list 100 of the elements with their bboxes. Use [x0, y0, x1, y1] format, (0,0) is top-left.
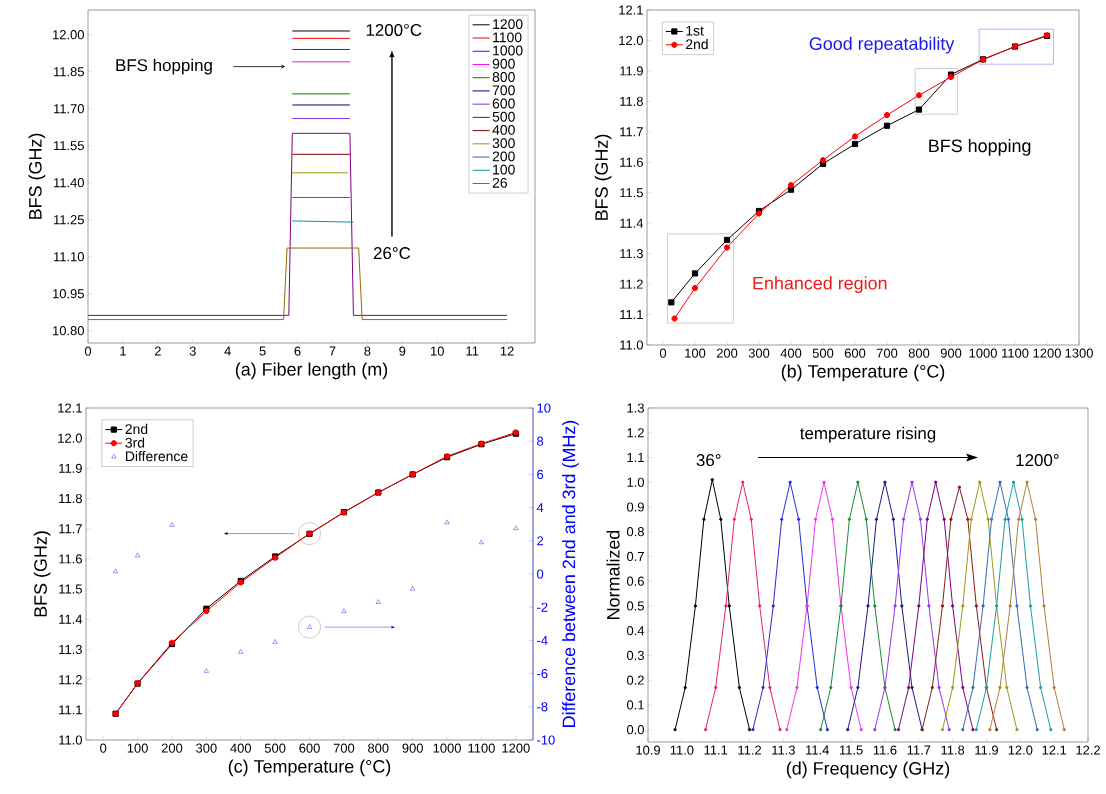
x-tick-label: 10: [431, 346, 444, 356]
x-tick-label: 300: [748, 348, 770, 358]
y-tick-label: 1.3: [627, 403, 644, 413]
y-axis-title: Normalized: [606, 530, 620, 619]
x-tick-label: 1100: [1002, 348, 1029, 358]
y-tick-label: 11.55: [54, 141, 84, 151]
x-tick-label: 300: [196, 743, 217, 753]
y-tick-label: 11.70: [54, 104, 84, 114]
annotation: BFS hopping: [929, 138, 1031, 156]
y-tick-label: 0.3: [626, 650, 644, 660]
x-tick-label: 12.2: [1076, 745, 1100, 755]
x-tick-label: 400: [230, 743, 252, 753]
x-tick-label: 900: [402, 743, 423, 753]
x-tick-label: 11: [466, 346, 479, 356]
x-tick-label: 11.1: [704, 745, 728, 755]
x-tick-label: 1200: [1033, 348, 1061, 358]
y-tick-label: 0.1: [626, 700, 644, 710]
x-tick-label: 9: [399, 346, 406, 356]
y-tick-label: 11.1: [620, 310, 643, 319]
y-tick-label: 11.4: [620, 218, 644, 228]
legend-label: 1100: [493, 32, 522, 43]
x-tick-label: 200: [716, 348, 738, 358]
x-tick-label: 11.4: [806, 745, 829, 755]
x-tick-label: 100: [127, 743, 148, 753]
annotation: 26°C: [373, 247, 411, 260]
y-tick-label: 11.8: [59, 493, 82, 504]
y-tick-label: 12.00: [53, 30, 84, 40]
y-tick-label: 0.0: [626, 725, 644, 735]
y2-tick-label: -2: [537, 602, 548, 612]
y-tick-label: 11.7: [620, 127, 643, 137]
x-axis-title: (a) Fiber length (m): [235, 362, 388, 380]
y-tick-label: 12.1: [58, 403, 82, 413]
legend-label: 1000: [493, 45, 523, 56]
annotation: BFS hopping: [116, 58, 212, 75]
y-tick-label: 0.6: [626, 576, 644, 586]
x-tick-label: 0: [100, 743, 107, 753]
y-tick-label: 11.9: [620, 66, 643, 76]
x-tick-label: 1100: [468, 743, 495, 753]
legend-label: 600: [492, 98, 515, 109]
x-tick-label: 700: [876, 348, 898, 358]
x-tick-label: 0: [84, 346, 92, 356]
annotation: 1200°C: [366, 23, 422, 36]
annotation: temperature rising: [800, 426, 936, 443]
x-tick-label: 12.1: [1042, 745, 1067, 755]
y-tick-label: 11.85: [54, 67, 84, 77]
y2-tick-label: -4: [537, 635, 548, 645]
y-tick-label: 11.25: [54, 215, 84, 225]
x-tick-label: 800: [908, 348, 930, 358]
x-tick-label: 1: [120, 346, 126, 356]
legend-label: 2nd: [125, 423, 148, 435]
x-tick-label: 800: [368, 743, 389, 753]
y-tick-label: 11.5: [59, 584, 82, 594]
x-tick-label: 11.6: [873, 745, 897, 755]
y-tick-label: 11.1: [59, 705, 82, 715]
y-tick-label: 12.0: [619, 35, 643, 46]
x-tick-label: 200: [161, 743, 183, 753]
y2-tick-label: 2: [537, 536, 544, 546]
y2-tick-label: 6: [537, 469, 544, 479]
y-tick-label: 0.9: [626, 502, 644, 512]
legend-label: 26: [492, 177, 507, 188]
x-tick-label: 700: [333, 743, 355, 753]
x-tick-label: 1300: [1065, 348, 1093, 358]
legend-label: 3rd: [125, 437, 145, 448]
x-tick-label: 11.2: [738, 745, 762, 755]
y-tick-label: 11.4: [59, 614, 83, 624]
y-tick-label: 0.4: [626, 626, 645, 636]
x-tick-label: 12.0: [1008, 745, 1033, 755]
y-tick-label: 11.3: [59, 644, 82, 655]
legend-label: 900: [492, 58, 515, 69]
x-tick-label: 0: [659, 348, 667, 358]
legend-label: 1st: [686, 25, 704, 36]
y-axis-title: BFS (GHz): [594, 134, 612, 220]
legend-label: 2nd: [686, 38, 708, 50]
x-tick-label: 11.0: [670, 745, 694, 755]
y-tick-label: 11.6: [59, 554, 82, 564]
annotation: 1200°: [1016, 454, 1059, 467]
y-tick-label: 1.2: [627, 428, 644, 438]
x-tick-label: 3: [189, 346, 196, 356]
y-tick-label: 1.1: [627, 453, 644, 462]
x-tick-label: 600: [299, 743, 320, 753]
y-tick-label: 11.0: [59, 735, 82, 745]
x-tick-label: 11.5: [839, 745, 863, 755]
y-tick-label: 10.95: [53, 289, 84, 299]
y-axis-title: BFS (GHz): [28, 133, 46, 219]
x-tick-label: 1200: [502, 743, 530, 753]
y-tick-label: 11.10: [54, 252, 84, 262]
x-tick-label: 6: [294, 346, 301, 356]
y-tick-label: 1.0: [627, 477, 644, 487]
x-tick-label: 400: [780, 348, 802, 358]
x-axis-title: (d) Frequency (GHz): [786, 761, 950, 779]
y2-tick-label: 0: [537, 569, 544, 579]
y-tick-label: 11.2: [59, 675, 82, 685]
legend-label: 700: [492, 85, 515, 96]
x-tick-label: 11.3: [772, 745, 795, 755]
x-tick-label: 900: [940, 348, 962, 358]
y-tick-label: 10.80: [53, 326, 84, 336]
legend-label: 1200: [493, 19, 523, 30]
y-tick-label: 11.5: [620, 188, 643, 198]
legend-label: 400: [492, 124, 515, 135]
legend-label: 500: [492, 111, 515, 122]
